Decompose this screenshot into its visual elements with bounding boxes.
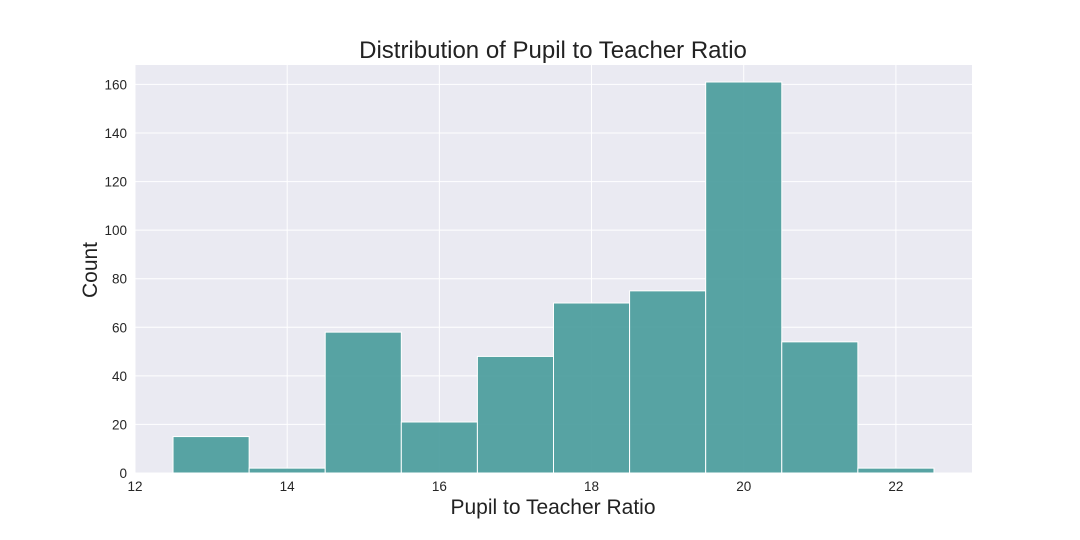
y-tick-label: 20: [112, 417, 127, 432]
histogram-bar: [858, 468, 934, 473]
x-tick-labels: 12 14 16 18 20 22: [127, 479, 903, 494]
chart-title: Distribution of Pupil to Teacher Ratio: [359, 37, 747, 64]
histogram-bar: [173, 437, 249, 473]
histogram-bar: [249, 468, 325, 473]
histogram-bar: [782, 342, 858, 473]
histogram-bar: [554, 303, 630, 473]
x-axis-label: Pupil to Teacher Ratio: [450, 496, 655, 519]
x-tick-label: 18: [584, 479, 599, 494]
histogram-bar: [401, 422, 477, 473]
y-axis-label: Count: [79, 242, 102, 298]
y-tick-label: 0: [119, 466, 127, 481]
y-tick-label: 140: [104, 126, 127, 141]
histogram-bar: [630, 291, 706, 473]
y-tick-label: 60: [112, 320, 127, 335]
y-tick-label: 100: [104, 223, 127, 238]
y-tick-label: 120: [104, 175, 127, 190]
y-tick-label: 80: [112, 272, 127, 287]
histogram-bar: [706, 82, 782, 473]
y-tick-labels: 0 20 40 60 80 100 120 140 160: [104, 77, 127, 481]
x-tick-label: 12: [127, 479, 142, 494]
y-tick-label: 40: [112, 369, 127, 384]
histogram-bar: [477, 356, 553, 473]
x-tick-label: 22: [888, 479, 903, 494]
histogram-bar: [325, 332, 401, 473]
y-tick-label: 160: [104, 77, 127, 92]
x-tick-label: 20: [736, 479, 751, 494]
x-tick-label: 14: [280, 479, 296, 494]
x-tick-label: 16: [432, 479, 447, 494]
